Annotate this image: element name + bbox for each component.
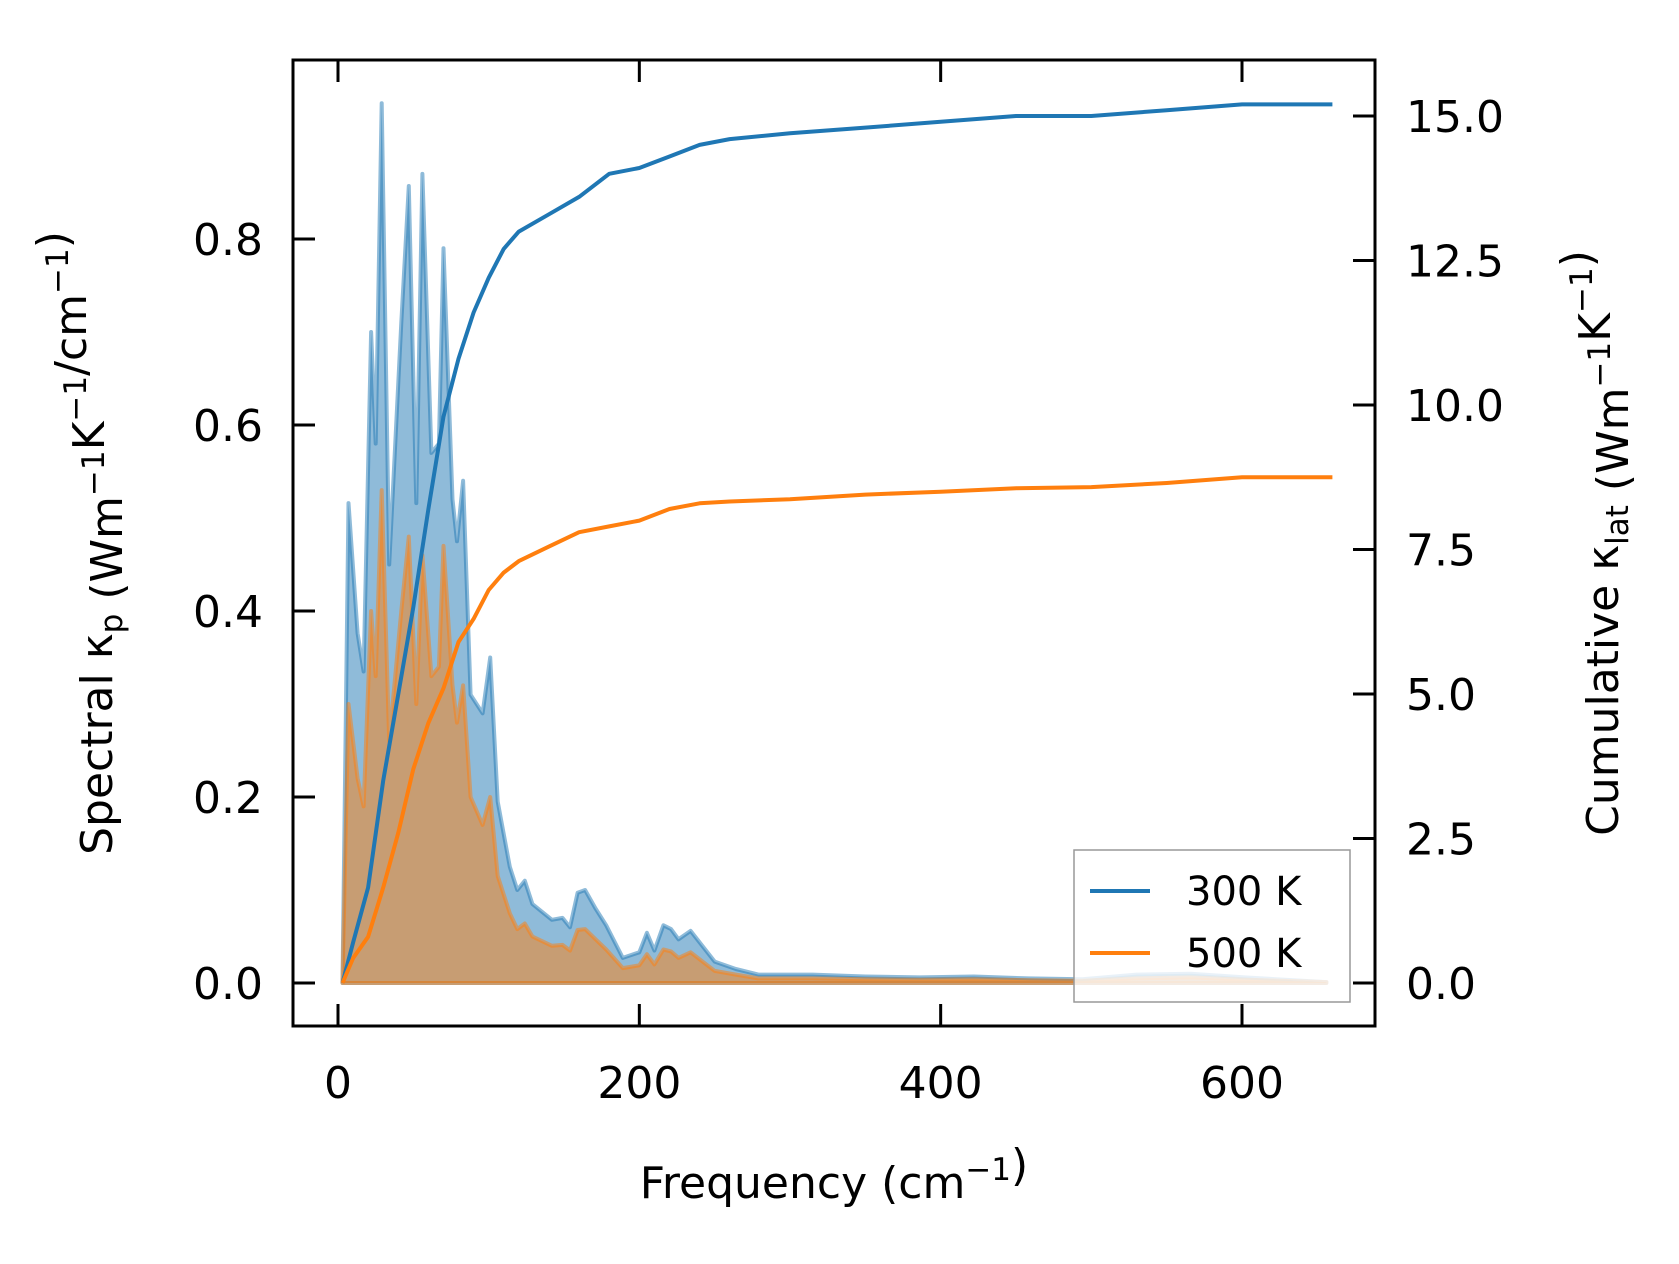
axis-ticks: 0 200 400 600 0.0 0.2 0.4 0.6 0.8 0.0 2.5 5.0 7.5 10.… [193, 60, 1504, 1109]
legend-label-500k: 500 K [1186, 931, 1303, 977]
right-y-tick-label: 15.0 [1406, 92, 1504, 143]
plot-frame [291, 58, 1377, 1028]
spectral-fill-500k [340, 488, 1329, 985]
right-y-tick-label: 12.5 [1406, 237, 1504, 288]
right-y-tick-label: 7.5 [1406, 526, 1476, 577]
cumulative-line-300k [340, 102, 1333, 984]
left-y-tick-label: 0.6 [193, 401, 263, 452]
left-y-tick-label: 0.2 [193, 773, 263, 824]
right-y-tick-label: 10.0 [1406, 381, 1504, 432]
x-axis-label: Frequency (cm−1) [640, 1140, 1028, 1209]
legend: 300 K 500 K [1073, 849, 1351, 1003]
x-tick-label: 400 [899, 1058, 983, 1109]
right-y-axis-label: Cumulative κlat (Wm−1K−1) [1552, 250, 1639, 836]
right-y-tick-label: 0.0 [1406, 959, 1476, 1010]
x-tick-label: 200 [597, 1058, 681, 1109]
x-tick-label: 600 [1200, 1058, 1284, 1109]
spectral-fills [340, 101, 1329, 985]
left-y-tick-label: 0.4 [193, 587, 263, 638]
x-tick-label: 0 [324, 1058, 352, 1109]
left-y-tick-label: 0.8 [193, 215, 263, 266]
left-y-axis-label: Spectral κp (Wm−1K−1/cm−1) [28, 231, 133, 855]
cumulative-line-500k [340, 475, 1333, 984]
legend-label-300k: 300 K [1186, 869, 1303, 915]
right-y-tick-label: 2.5 [1406, 815, 1476, 866]
cumulative-lines [340, 102, 1333, 984]
legend-box [1073, 849, 1351, 1003]
left-y-tick-label: 0.0 [193, 959, 263, 1010]
right-y-tick-label: 5.0 [1406, 670, 1476, 721]
